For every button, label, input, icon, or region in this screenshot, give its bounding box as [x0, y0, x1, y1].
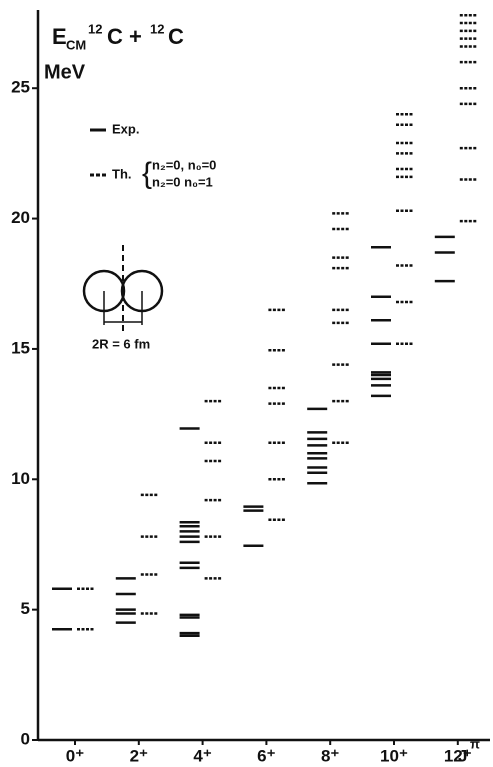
legend-label: Exp.	[112, 121, 139, 136]
title-part: E	[52, 24, 67, 49]
title-part: 12	[88, 21, 102, 36]
two-sphere-sketch	[82, 245, 164, 335]
y-tick-label: 15	[11, 338, 30, 357]
title-part: CM	[66, 37, 86, 52]
title-part: C +	[107, 24, 142, 49]
x-tick-label: 8⁺	[321, 746, 339, 765]
y-tick-label: 5	[21, 599, 30, 618]
title-part: C	[168, 24, 184, 49]
unit: MeV	[44, 61, 86, 83]
legend-label: Th.	[112, 166, 132, 181]
legend-brace: {	[142, 157, 152, 190]
x-tick-label: 10⁺	[380, 746, 408, 765]
legend-condition: n₂=0, n₀=0	[152, 157, 216, 172]
x-label: J	[458, 746, 467, 765]
x-tick-label: 6⁺	[257, 746, 275, 765]
y-tick-label: 20	[11, 208, 30, 227]
x-tick-label: 0⁺	[66, 746, 84, 765]
y-tick-label: 25	[11, 78, 30, 97]
y-tick-label: 0	[21, 729, 30, 748]
title-part: 12	[150, 21, 164, 36]
legend-condition: n₂=0 n₀=1	[152, 174, 213, 189]
y-tick-label: 10	[11, 469, 30, 488]
x-tick-label: 2⁺	[130, 746, 148, 765]
x-label-sup: π	[470, 736, 480, 751]
x-tick-label: 4⁺	[193, 746, 211, 765]
annotation: 2R = 6 fm	[92, 336, 150, 351]
x-tick-label: 12⁺	[444, 746, 472, 765]
